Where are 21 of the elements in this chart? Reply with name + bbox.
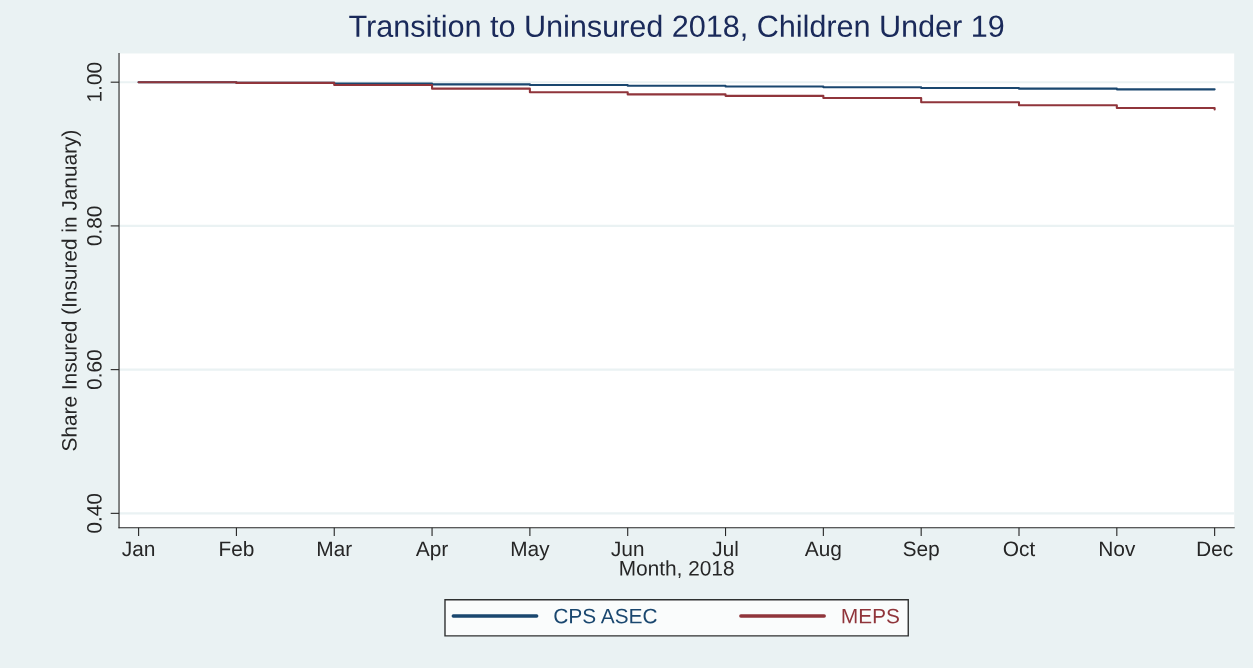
legend-label: MEPS [842, 608, 899, 624]
y-tick-label: 0.40 [86, 493, 102, 533]
x-tick-label: Jan [122, 541, 155, 557]
x-tick-label: Apr [415, 541, 448, 561]
x-axis-title: Month, 2018 [620, 560, 734, 579]
x-tick-label: Aug [804, 541, 841, 561]
x-tick-label: Oct [1003, 541, 1036, 557]
x-tick-label: Mar [318, 541, 352, 557]
x-tick-label: Dec [1197, 541, 1233, 557]
y-tick-label: 0.60 [86, 350, 102, 390]
x-tick-label: Feb [220, 540, 254, 557]
y-tick-label: 1.00 [86, 62, 102, 101]
x-tick-label: Jul [712, 540, 738, 557]
y-tick-label: 0.80 [86, 206, 102, 246]
x-tick-label: Nov [1100, 541, 1136, 557]
chart-title: Transition to Uninsured 2018, Children Under 19 [349, 14, 1004, 41]
x-tick-label: May [511, 541, 550, 561]
legend-label: CPS ASEC [554, 608, 657, 624]
x-tick-label: Sep [903, 541, 939, 561]
y-axis-title: Share Insured (Insured in January) [61, 130, 81, 451]
x-tick-label: Jun [611, 541, 644, 557]
